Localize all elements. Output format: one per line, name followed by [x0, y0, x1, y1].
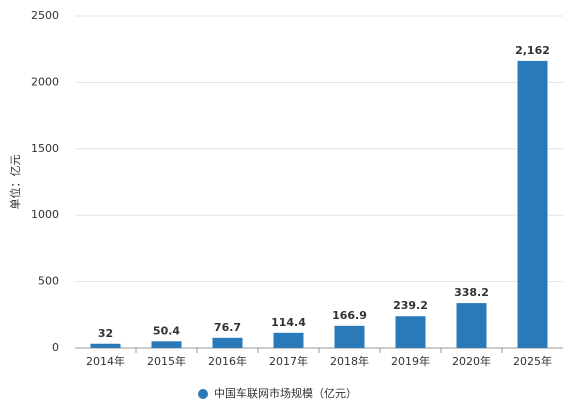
x-tick-label: 2016年 — [208, 354, 247, 368]
bar — [334, 325, 365, 348]
value-label: 114.4 — [271, 316, 306, 329]
y-tick-label: 2500 — [31, 9, 59, 22]
bar — [151, 341, 182, 348]
x-tick-label: 2020年 — [452, 354, 491, 368]
value-label: 338.2 — [454, 286, 489, 299]
bar — [456, 303, 487, 348]
x-tick-label: 2015年 — [147, 354, 186, 368]
y-tick-label: 2000 — [31, 75, 59, 88]
legend-label: 中国车联网市场规模（亿元） — [214, 386, 357, 400]
y-tick-label: 1500 — [31, 142, 59, 155]
y-axis-label: 单位：亿元 — [8, 155, 22, 210]
value-label: 50.4 — [153, 324, 180, 337]
y-tick-label: 500 — [38, 275, 59, 288]
y-tick-label: 1000 — [31, 208, 59, 221]
bar — [90, 343, 121, 348]
x-tick-label: 2017年 — [269, 354, 308, 368]
y-tick-label: 0 — [52, 341, 59, 354]
x-tick-label: 2019年 — [391, 354, 430, 368]
value-label: 32 — [98, 327, 113, 340]
value-label: 2,162 — [515, 44, 550, 57]
bar — [273, 332, 304, 348]
bar — [212, 337, 243, 348]
value-label: 166.9 — [332, 309, 367, 322]
bar — [395, 316, 426, 348]
x-tick-label: 2025年 — [513, 354, 552, 368]
value-label: 76.7 — [214, 321, 241, 334]
bar — [517, 60, 548, 348]
legend-marker — [198, 389, 208, 399]
x-tick-label: 2014年 — [86, 354, 125, 368]
value-label: 239.2 — [393, 299, 428, 312]
x-tick-label: 2018年 — [330, 354, 369, 368]
